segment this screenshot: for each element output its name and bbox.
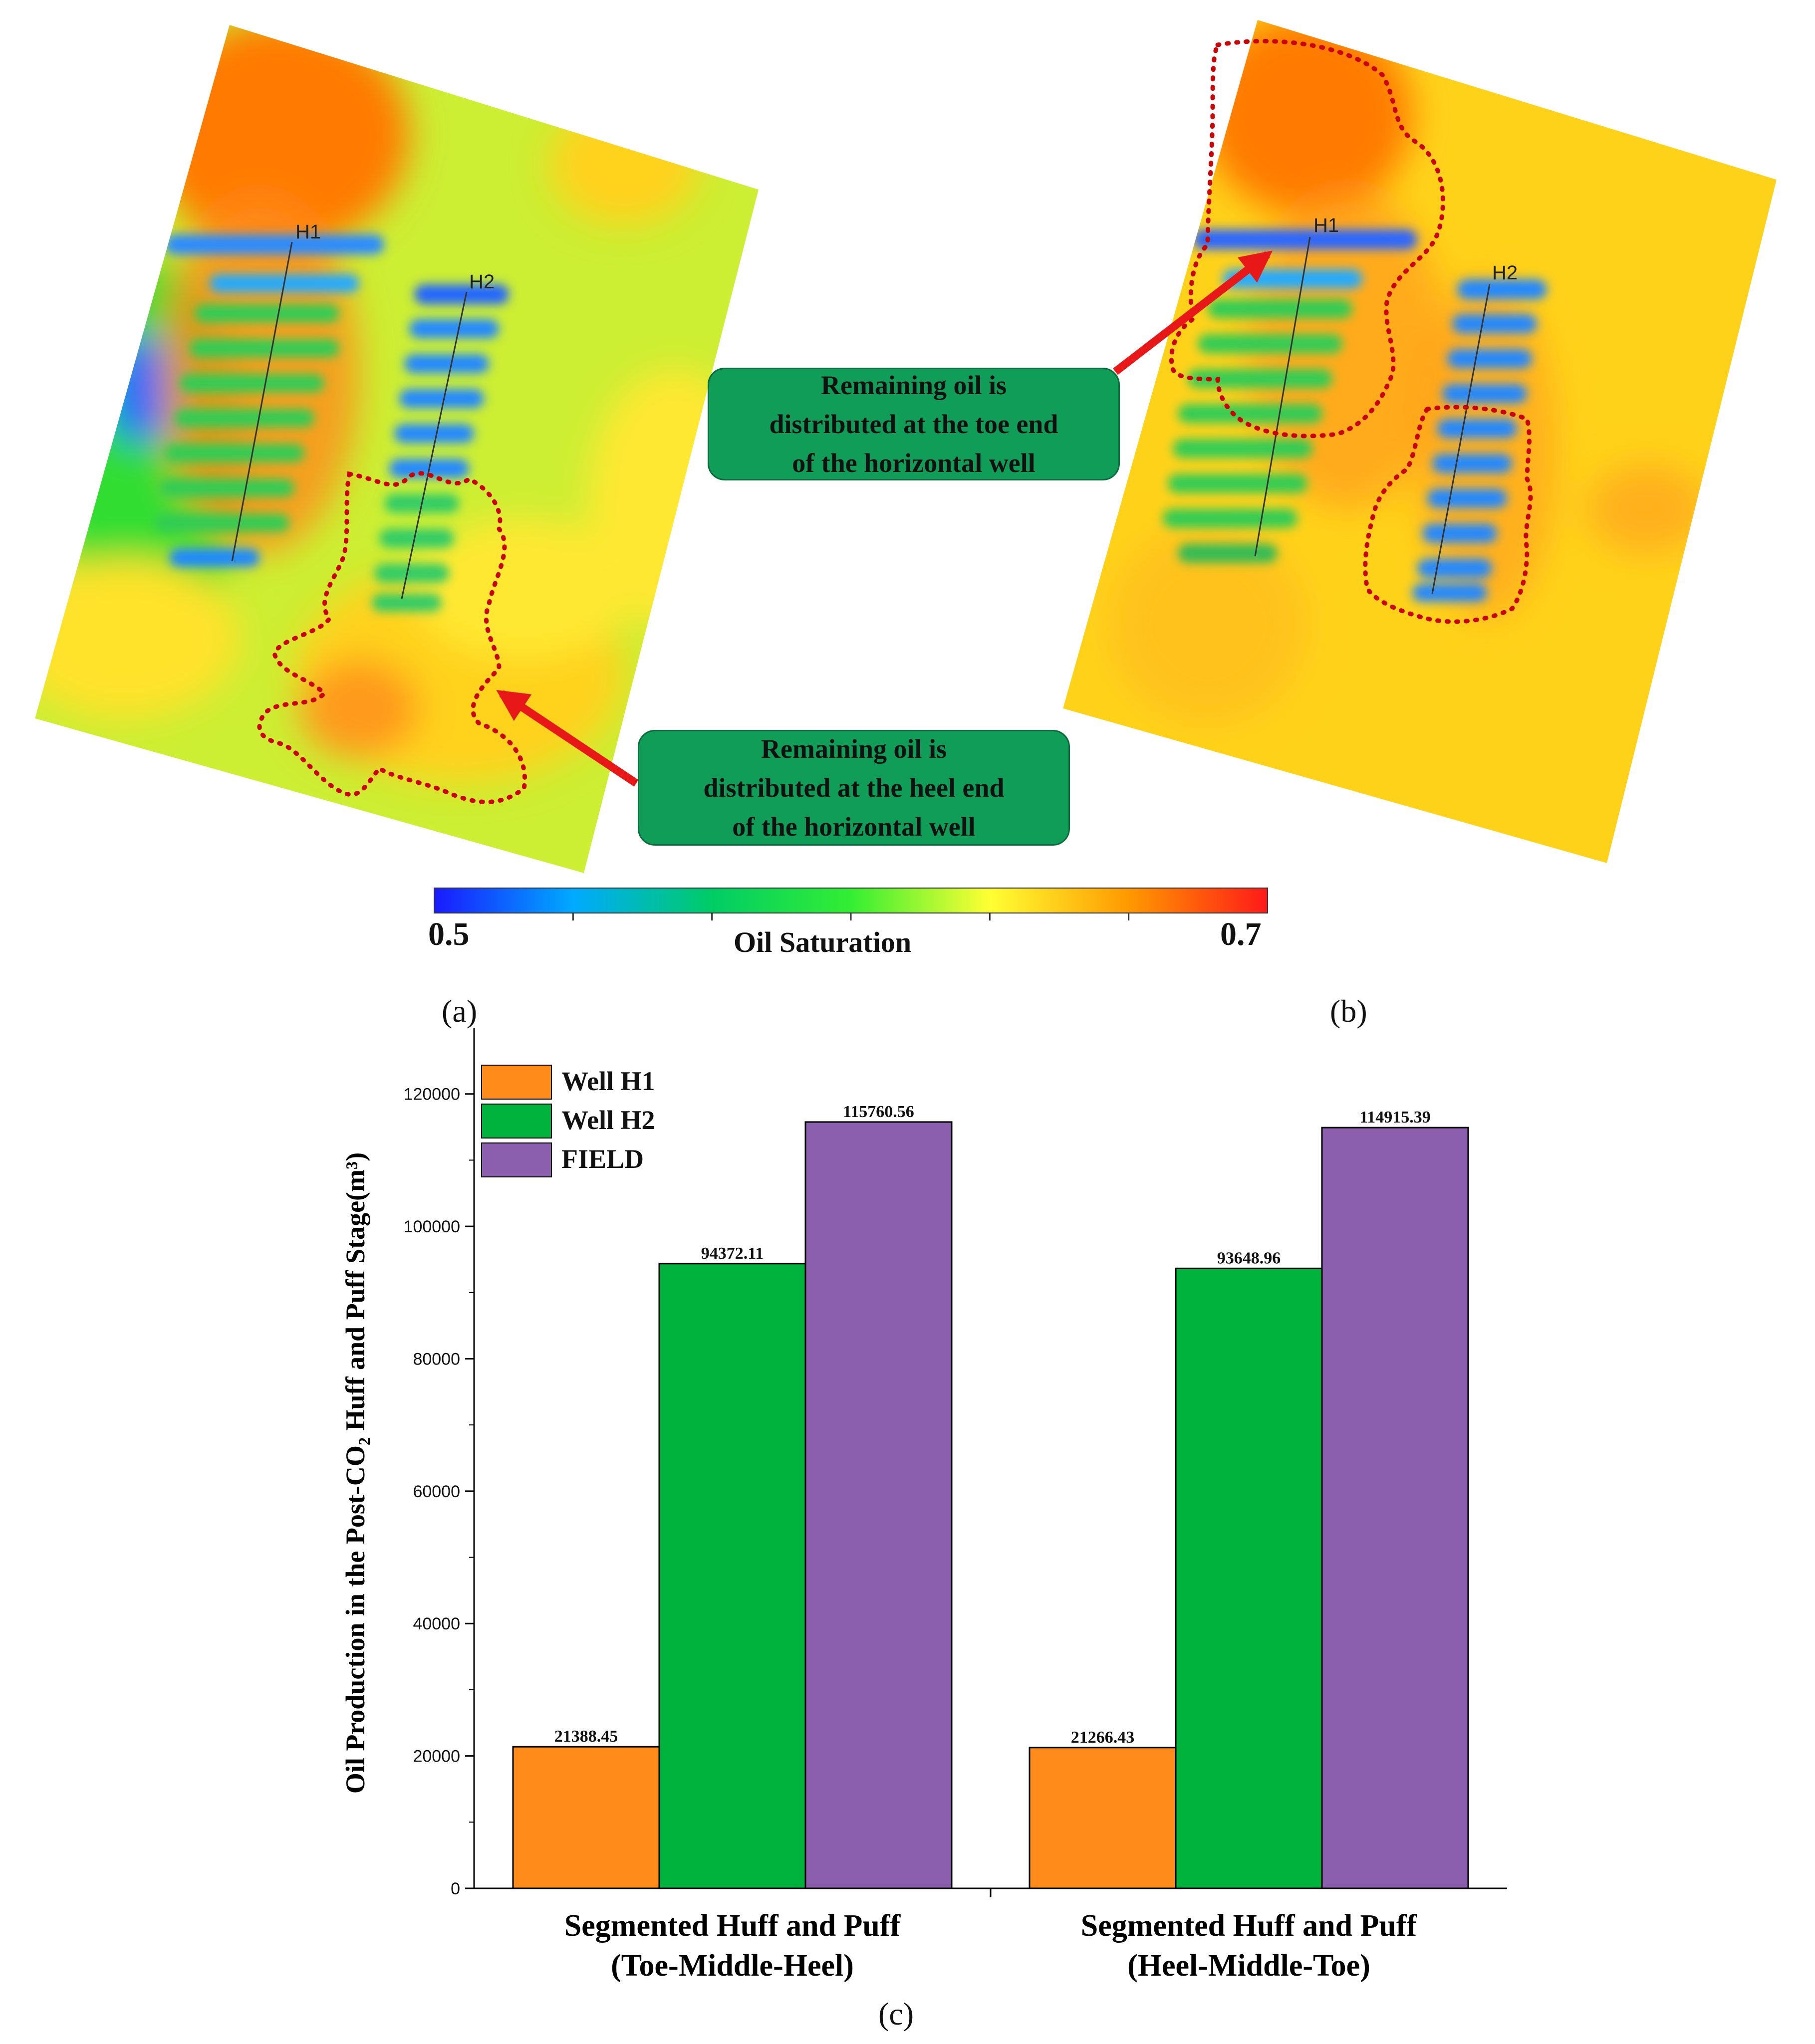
panel-label-c: (c) <box>878 1996 914 2032</box>
x-category-label-1-line1: Segmented Huff and Puff <box>564 1909 901 1943</box>
panel-label-b: (b) <box>1330 993 1367 1029</box>
y-axis-title: Oil Production in the Post-CO₂ Huff and … <box>340 1152 370 1794</box>
callout-arrow-b <box>1113 250 1273 375</box>
y-tick-label: 40000 <box>413 1614 460 1633</box>
colorbar-min-label: 0.5 <box>428 916 470 952</box>
callout-toe-end: Remaining oil is distributed at the toe … <box>708 368 1120 480</box>
callout-a-line2: distributed at the heel end <box>703 773 1005 803</box>
legend-swatch-field <box>481 1142 552 1177</box>
callout-a-line3: of the horizontal well <box>732 812 976 842</box>
x-category-label-2-line2: (Heel-Middle-Toe) <box>1127 1949 1370 1983</box>
data-label: 114915.39 <box>1359 1108 1431 1127</box>
remaining-oil-outline-b-h2 <box>1363 405 1533 624</box>
saturation-map-b: H1 H2 <box>1063 20 1777 863</box>
colorbar-max-label: 0.7 <box>1220 916 1262 952</box>
bar-well-h2-1 <box>658 1263 806 1889</box>
bar-field-2 <box>1321 1127 1469 1889</box>
well-label-h2-a: H2 <box>469 271 495 293</box>
legend-label: Well H1 <box>561 1066 655 1096</box>
y-tick-label: 20000 <box>413 1747 460 1766</box>
data-label: 115760.56 <box>843 1103 914 1121</box>
bar-field-1 <box>804 1121 953 1889</box>
y-tick-label: 120000 <box>404 1085 460 1104</box>
panel-label-a: (a) <box>442 993 478 1029</box>
y-tick-label: 80000 <box>413 1350 460 1368</box>
callout-b-line1: Remaining oil is <box>820 370 1007 400</box>
colorbar <box>434 888 1268 920</box>
well-label-h2-b: H2 <box>1492 262 1518 284</box>
y-tick-label: 60000 <box>413 1482 460 1501</box>
callout-b-line2: distributed at the toe end <box>769 409 1058 439</box>
data-label: 93648.96 <box>1217 1249 1281 1267</box>
callout-arrow-a <box>496 689 639 787</box>
bar-chart: 0 20000 40000 60000 80000 100000 120000 21388.… <box>340 1028 1507 1983</box>
saturation-map-a: H1 H2 <box>35 25 759 873</box>
legend-label: FIELD <box>561 1144 644 1174</box>
colorbar-title: Oil Saturation <box>734 926 912 958</box>
y-tick-label: 0 <box>451 1879 460 1898</box>
well-label-h1-a: H1 <box>295 221 321 243</box>
callout-a-line1: Remaining oil is <box>761 734 947 764</box>
data-label: 94372.11 <box>701 1244 764 1263</box>
remaining-oil-outline-b-h1 <box>1169 39 1445 439</box>
bar-well-h1-1 <box>512 1746 660 1889</box>
bar-well-h1-2 <box>1029 1747 1177 1889</box>
bar-well-h2-2 <box>1175 1267 1323 1889</box>
legend-swatch-well-h2 <box>481 1104 552 1138</box>
well-label-h1-b: H1 <box>1313 215 1339 236</box>
callout-heel-end: Remaining oil is distributed at the heel… <box>638 730 1070 846</box>
y-tick-label: 100000 <box>404 1217 460 1236</box>
data-label: 21388.45 <box>554 1727 618 1746</box>
legend-swatch-well-h1 <box>481 1065 552 1100</box>
legend: Well H1 Well H2 FIELD <box>481 1065 655 1177</box>
x-category-label-1-line2: (Toe-Middle-Heel) <box>611 1949 854 1983</box>
callout-b-line3: of the horizontal well <box>792 448 1036 478</box>
legend-label: Well H2 <box>561 1105 655 1135</box>
x-category-label-2-line1: Segmented Huff and Puff <box>1081 1909 1418 1943</box>
remaining-oil-outline-a <box>257 471 527 804</box>
data-label: 21266.43 <box>1071 1728 1135 1747</box>
